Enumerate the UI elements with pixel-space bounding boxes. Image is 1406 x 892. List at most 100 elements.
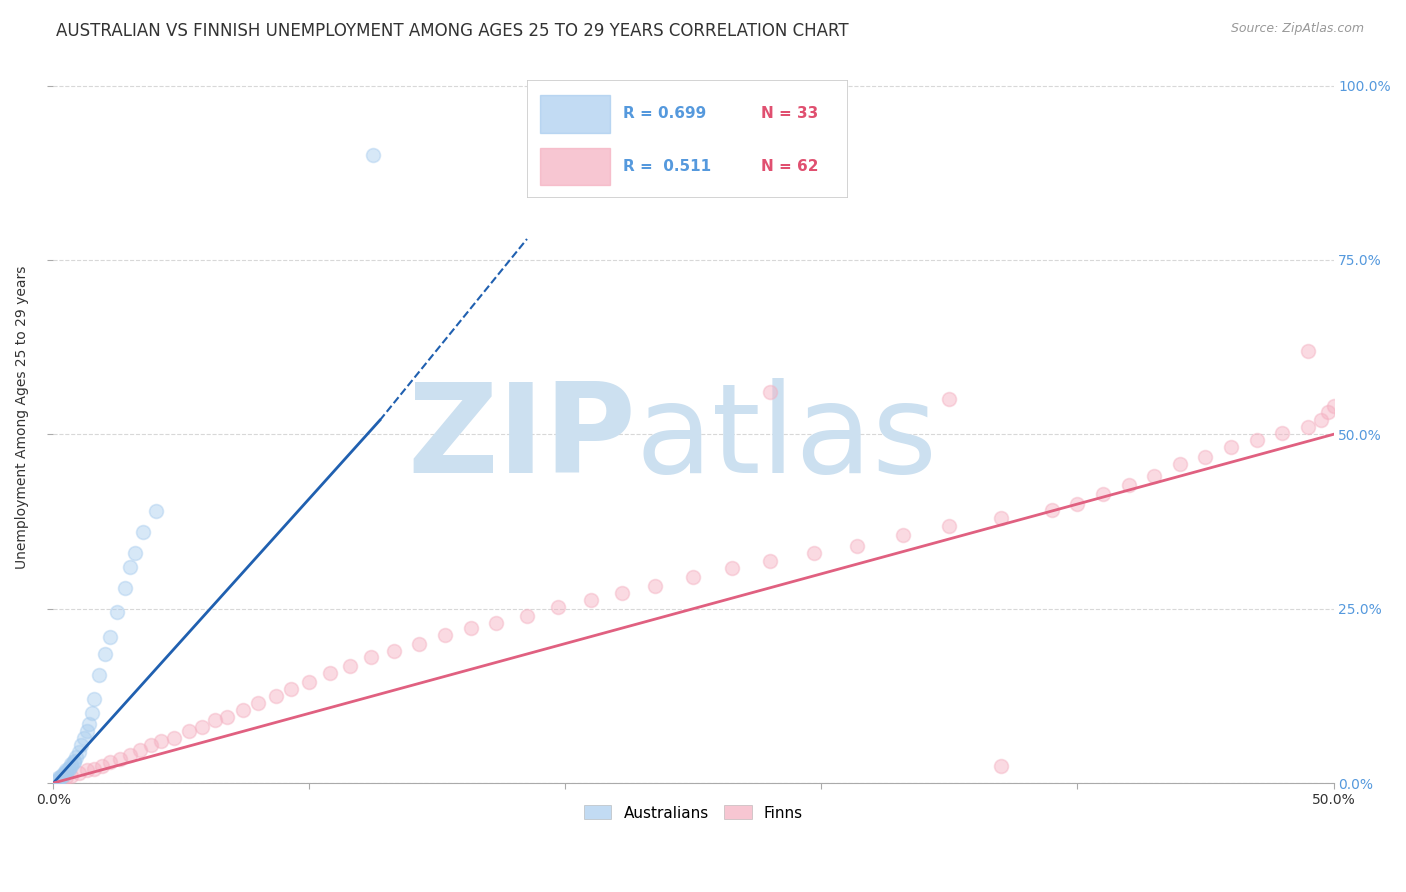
Point [1309, 413, 1331, 427]
Point [191, 720, 214, 734]
Point [990, 758, 1012, 772]
Point [1317, 405, 1340, 419]
Text: AUSTRALIAN VS FINNISH UNEMPLOYMENT AMONG AGES 25 TO 29 YEARS CORRELATION CHART: AUSTRALIAN VS FINNISH UNEMPLOYMENT AMONG… [56, 22, 849, 40]
Point [67, 765, 90, 780]
Point [579, 593, 602, 607]
Point [434, 628, 457, 642]
Point [1118, 477, 1140, 491]
Point [232, 703, 254, 717]
Point [360, 650, 382, 665]
Point [48, 772, 70, 787]
Point [60, 756, 83, 771]
Point [485, 615, 508, 630]
Point [48, 771, 70, 785]
Point [89, 668, 111, 682]
Point [108, 751, 131, 765]
Point [105, 605, 128, 619]
Point [460, 621, 482, 635]
Point [129, 742, 152, 756]
Point [120, 559, 142, 574]
Point [408, 636, 430, 650]
Point [45, 774, 67, 789]
Point [58, 762, 80, 776]
Point [163, 731, 186, 745]
Point [990, 511, 1012, 525]
Point [65, 749, 87, 764]
Point [114, 581, 136, 595]
Point [1271, 425, 1294, 440]
Point [1220, 440, 1243, 454]
Text: atlas: atlas [636, 378, 938, 500]
Point [1092, 486, 1115, 500]
Point [83, 692, 105, 706]
Point [644, 579, 666, 593]
Text: ZIP: ZIP [408, 378, 636, 500]
Point [55, 764, 77, 779]
Point [938, 519, 960, 533]
Point [62, 755, 84, 769]
Point [52, 767, 75, 781]
Point [720, 561, 742, 575]
Point [91, 758, 114, 772]
Point [803, 546, 825, 560]
Point [67, 745, 90, 759]
Point [76, 764, 98, 778]
Point [177, 723, 200, 738]
Point [49, 771, 72, 785]
Point [1143, 469, 1166, 483]
Point [1246, 433, 1268, 447]
Point [759, 385, 782, 400]
Point [339, 658, 361, 673]
Point [55, 771, 77, 785]
Point [77, 716, 100, 731]
Point [682, 570, 704, 584]
Point [139, 738, 162, 752]
Point [247, 696, 270, 710]
Text: Source: ZipAtlas.com: Source: ZipAtlas.com [1230, 22, 1364, 36]
Point [98, 630, 121, 644]
Point [1066, 497, 1088, 511]
Point [83, 762, 105, 776]
Point [55, 764, 77, 778]
Point [1040, 502, 1063, 516]
Point [363, 148, 385, 162]
Point [120, 748, 142, 763]
Point [80, 706, 103, 721]
Legend: Australians, Finns: Australians, Finns [578, 799, 808, 827]
Point [298, 674, 321, 689]
Point [1322, 400, 1344, 414]
Point [1296, 343, 1319, 358]
Point [938, 392, 960, 407]
Point [610, 586, 633, 600]
Point [1194, 450, 1216, 464]
Point [319, 665, 342, 680]
Point [76, 723, 98, 738]
Point [547, 600, 569, 615]
Point [846, 539, 869, 553]
Point [49, 772, 72, 787]
Point [893, 528, 915, 542]
Point [204, 713, 226, 727]
Point [58, 761, 80, 775]
Point [70, 738, 93, 752]
Point [62, 754, 84, 768]
Point [759, 554, 782, 568]
Point [60, 769, 83, 783]
Point [98, 755, 121, 769]
Point [145, 504, 167, 518]
Point [1296, 420, 1319, 434]
Point [280, 681, 302, 696]
Point [382, 643, 405, 657]
Point [149, 734, 172, 748]
Point [52, 766, 75, 780]
Point [516, 608, 538, 623]
Point [264, 689, 287, 703]
Point [132, 524, 155, 539]
Point [49, 769, 72, 783]
Point [73, 731, 96, 745]
Point [60, 758, 83, 772]
Point [124, 546, 146, 560]
Point [217, 710, 239, 724]
Point [93, 647, 115, 661]
Point [1168, 457, 1191, 471]
